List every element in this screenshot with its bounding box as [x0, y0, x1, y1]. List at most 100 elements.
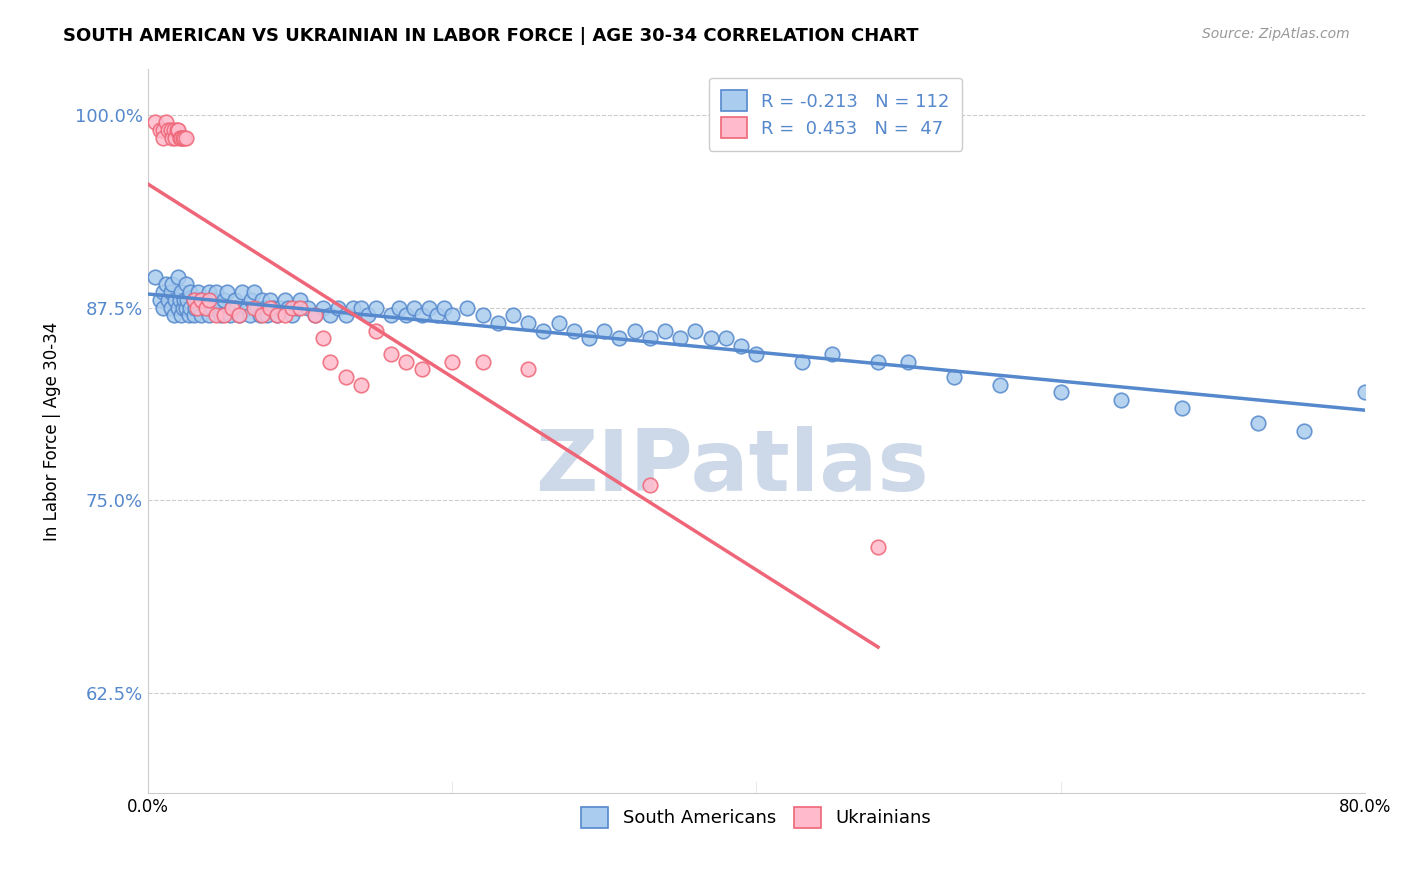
Point [197, 293, 219, 307]
Point [1354, 385, 1376, 400]
Point [169, 131, 191, 145]
Point [183, 293, 205, 307]
Point [486, 316, 509, 330]
Point [156, 123, 179, 137]
Point [638, 331, 661, 345]
Point [159, 301, 181, 315]
Point [212, 308, 235, 322]
Point [152, 131, 174, 145]
Point [152, 301, 174, 315]
Point [197, 285, 219, 300]
Point [246, 301, 269, 315]
Point [194, 301, 217, 315]
Point [277, 301, 299, 315]
Point [239, 308, 262, 322]
Point [201, 301, 224, 315]
Point [357, 308, 380, 322]
Point [471, 308, 494, 322]
Point [654, 324, 676, 338]
Point [205, 308, 228, 322]
Point [404, 301, 426, 315]
Point [433, 301, 456, 315]
Point [426, 308, 449, 322]
Point [517, 316, 540, 330]
Point [609, 331, 631, 345]
Point [172, 301, 194, 315]
Point [456, 301, 478, 315]
Point [160, 131, 183, 145]
Text: SOUTH AMERICAN VS UKRAINIAN IN LABOR FORCE | AGE 30-34 CORRELATION CHART: SOUTH AMERICAN VS UKRAINIAN IN LABOR FOR… [63, 27, 918, 45]
Point [256, 308, 278, 322]
Point [176, 293, 198, 307]
Point [274, 293, 297, 307]
Point [165, 131, 187, 145]
Point [219, 308, 242, 322]
Point [1171, 401, 1194, 415]
Legend: South Americans, Ukrainians: South Americans, Ukrainians [574, 800, 939, 835]
Point [350, 301, 373, 315]
Point [304, 308, 326, 322]
Point [350, 377, 373, 392]
Point [221, 301, 243, 315]
Point [380, 308, 402, 322]
Point [179, 301, 201, 315]
Point [304, 308, 326, 322]
Point [441, 354, 464, 368]
Point [1247, 416, 1270, 430]
Point [207, 301, 229, 315]
Point [145, 115, 167, 129]
Point [224, 293, 246, 307]
Point [166, 123, 188, 137]
Point [159, 123, 181, 137]
Point [235, 301, 257, 315]
Point [669, 331, 692, 345]
Point [418, 301, 440, 315]
Point [190, 293, 212, 307]
Point [274, 308, 297, 322]
Point [1049, 385, 1071, 400]
Point [266, 308, 288, 322]
Point [221, 301, 243, 315]
Point [562, 324, 585, 338]
Point [714, 331, 737, 345]
Point [156, 293, 179, 307]
Point [243, 301, 266, 315]
Point [194, 301, 217, 315]
Point [152, 123, 174, 137]
Point [160, 277, 183, 292]
Point [231, 285, 253, 300]
Point [821, 347, 844, 361]
Point [149, 293, 172, 307]
Point [190, 308, 212, 322]
Point [471, 354, 494, 368]
Point [685, 324, 707, 338]
Point [517, 362, 540, 376]
Point [169, 293, 191, 307]
Y-axis label: In Labor Force | Age 30-34: In Labor Force | Age 30-34 [44, 321, 60, 541]
Point [866, 354, 889, 368]
Point [240, 293, 263, 307]
Point [188, 301, 211, 315]
Point [342, 301, 364, 315]
Point [165, 293, 187, 307]
Point [172, 131, 194, 145]
Point [395, 354, 418, 368]
Point [326, 301, 349, 315]
Point [593, 324, 616, 338]
Point [173, 131, 195, 145]
Point [988, 377, 1011, 392]
Point [228, 308, 250, 322]
Point [364, 301, 387, 315]
Point [578, 331, 600, 345]
Point [155, 277, 177, 292]
Point [259, 301, 281, 315]
Point [262, 301, 284, 315]
Point [212, 293, 235, 307]
Point [152, 285, 174, 300]
Point [183, 308, 205, 322]
Point [395, 308, 418, 322]
Text: ZIPatlas: ZIPatlas [536, 425, 929, 508]
Point [312, 331, 335, 345]
Point [225, 301, 247, 315]
Point [364, 324, 387, 338]
